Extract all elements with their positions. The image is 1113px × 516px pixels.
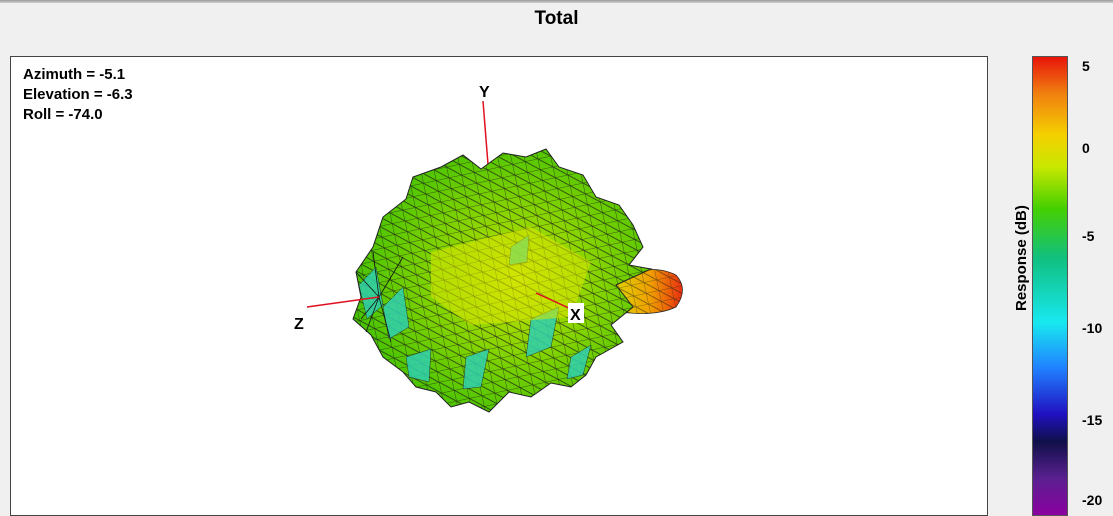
colorbar-tick: -5 — [1082, 228, 1095, 244]
colorbar-tick: -10 — [1082, 320, 1103, 336]
view-orientation-info: Azimuth = -5.1 Elevation = -6.3 Roll = -… — [23, 65, 133, 125]
x-axis-line — [535, 292, 572, 310]
colorbar-tick: 5 — [1082, 58, 1090, 74]
roll-readout: Roll = -74.0 — [23, 106, 103, 123]
plot-title: Total — [534, 8, 579, 29]
colorbar-tick: 0 — [1082, 140, 1090, 156]
x-axis-label: X — [570, 307, 581, 324]
colorbar-title: Response (dB) — [1013, 205, 1030, 311]
elevation-readout: Elevation = -6.3 — [23, 86, 133, 103]
colorbar-gradient — [1032, 56, 1068, 516]
radiation-pattern-svg[interactable]: Y Z X — [11, 57, 988, 516]
z-axis-line — [306, 296, 380, 308]
colorbar: Response (dB) 5 0 -5 -10 -15 -20 — [1000, 56, 1113, 516]
x-axis-label-bg — [568, 303, 584, 323]
shaded-facets — [358, 234, 592, 390]
y-axis-label: Y — [479, 84, 490, 101]
pole-lines — [355, 251, 404, 343]
colorbar-tick: -20 — [1082, 492, 1103, 508]
top-border — [0, 0, 1113, 3]
z-axis-label: Z — [294, 316, 304, 333]
colorbar-tick: -15 — [1082, 412, 1103, 428]
azimuth-readout: Azimuth = -5.1 — [23, 66, 126, 83]
plot-area-3d[interactable]: Y Z X Azimuth = -5.1 Elevation = -6.3 Ro… — [10, 56, 988, 516]
